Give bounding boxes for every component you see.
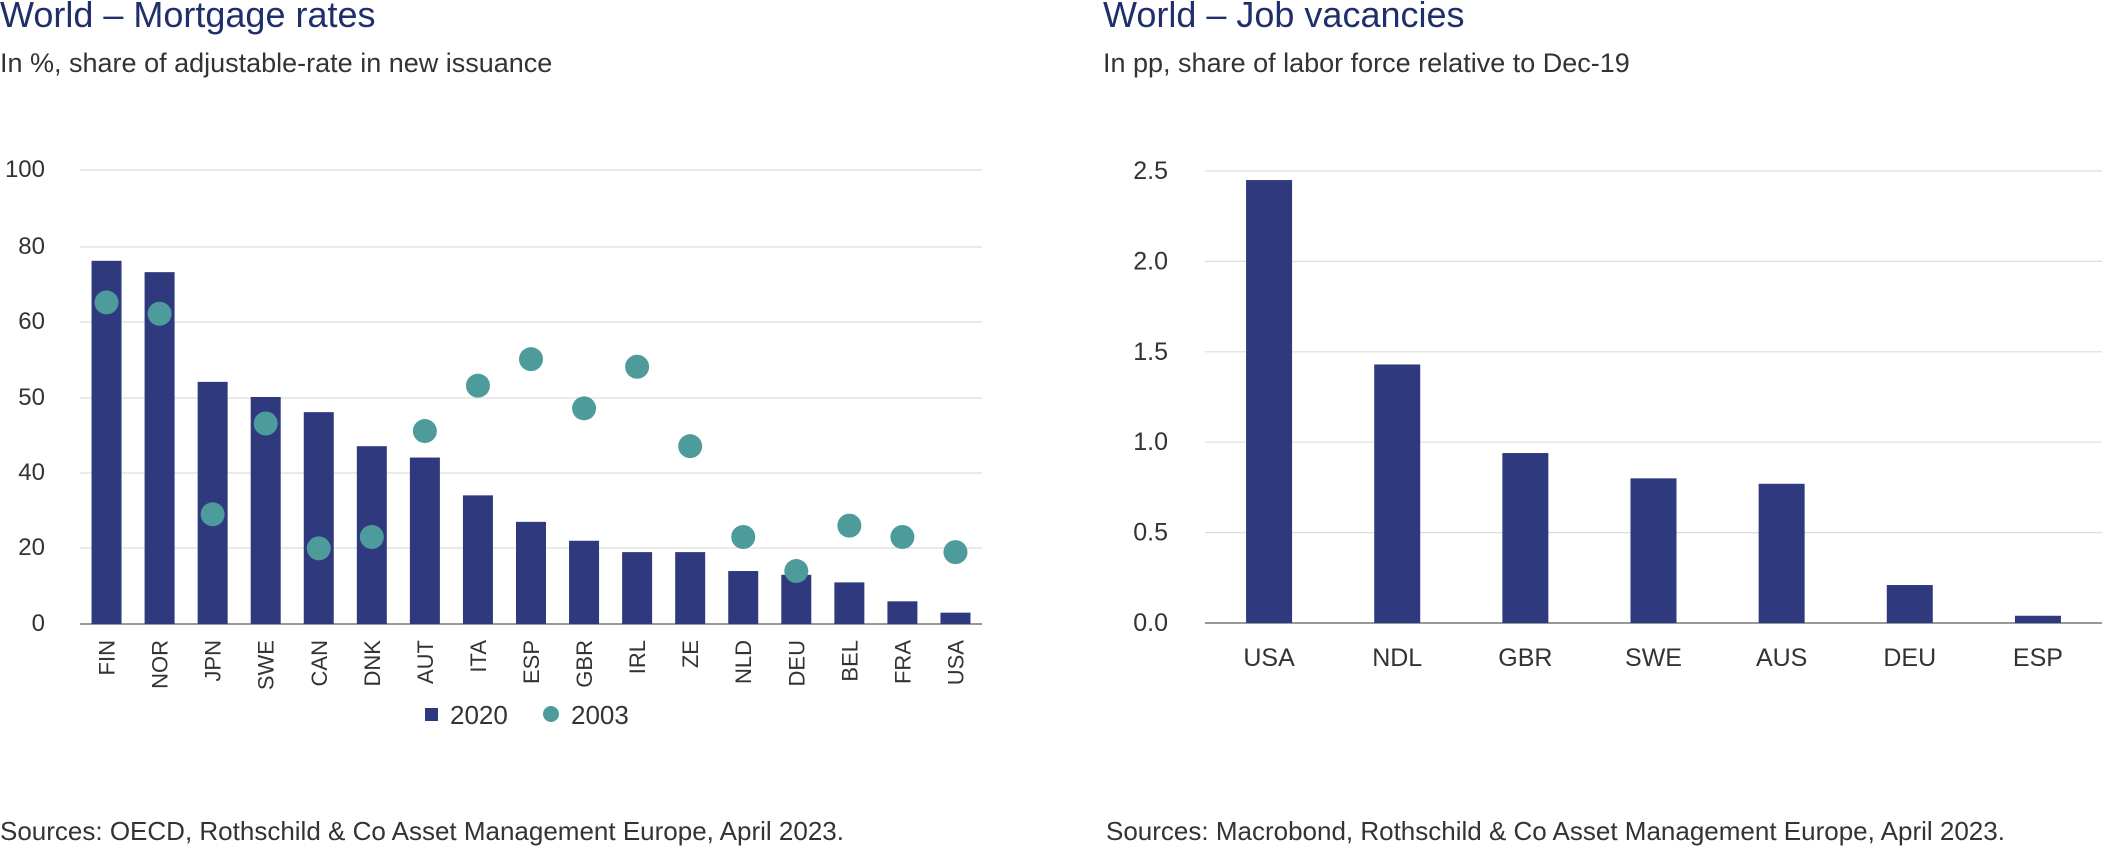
dot-2003	[519, 347, 543, 372]
bar-2020	[569, 540, 600, 624]
y-tick-label: 0.5	[1133, 519, 1168, 547]
y-tick-label: 100	[5, 156, 45, 183]
x-tick-label: ESP	[2013, 644, 2063, 672]
job-vacancies-chart: 0.0 0.5 1.0 1.5 2.0 2.5 USA NDL GBR SWE AUS DEU ESP	[1133, 157, 2102, 672]
x-tick-label: AUT	[413, 640, 438, 684]
dot-2003	[678, 434, 703, 459]
vacancy-bar	[1246, 180, 1293, 624]
dot-2003	[465, 373, 490, 398]
vacancy-bar	[1886, 585, 1933, 623]
dot-2003	[731, 524, 756, 549]
vacancies-chart-source: Sources: Macrobond, Rothschild & Co Asse…	[1106, 816, 2005, 846]
vacancy-bar	[1758, 483, 1805, 623]
x-tick-label: NOR	[148, 640, 173, 689]
x-tick-label: SWE	[1625, 644, 1682, 672]
dot-2003	[359, 524, 384, 549]
x-tick-label: FRA	[890, 640, 915, 684]
y-tick-label: 2.0	[1133, 247, 1168, 275]
x-tick-label: SWE	[254, 640, 279, 690]
legend-label-2003: 2003	[571, 700, 629, 730]
bar-2020	[728, 571, 759, 624]
y-tick-label: 80	[18, 233, 45, 260]
vacancy-bar	[1630, 478, 1677, 623]
mortgage-rates-chart: 0 20 40 50 60 80 100 FIN NOR JPN SWE CAN DNK AUT ITA ES…	[5, 156, 982, 730]
bar-2020	[91, 260, 122, 624]
dot-2003	[943, 540, 968, 565]
x-tick-label: ITA	[466, 640, 491, 673]
bar-2020	[303, 412, 334, 624]
x-tick-label: DNK	[360, 640, 385, 687]
mortgage-chart-subtitle: In %, share of adjustable-rate in new is…	[0, 48, 553, 78]
dot-2003	[837, 513, 862, 538]
bar-2020	[887, 601, 918, 624]
dot-2003	[306, 536, 331, 561]
dot-2003	[625, 354, 650, 379]
y-tick-label: 60	[18, 308, 45, 335]
x-tick-label: JPN	[201, 640, 226, 682]
x-tick-label: USA	[1243, 644, 1295, 672]
bar-2020	[675, 552, 706, 624]
bar-2020	[516, 521, 546, 624]
dot-2003	[200, 502, 225, 527]
x-tick-label: GBR	[572, 640, 597, 688]
mortgage-chart-source: Sources: OECD, Rothschild & Co Asset Man…	[0, 816, 844, 846]
x-tick-label: IRL	[625, 640, 650, 674]
bar-2020	[834, 582, 865, 624]
vacancy-bar	[1502, 453, 1549, 623]
dot-2003	[412, 419, 437, 444]
x-tick-label: DEU	[1883, 644, 1936, 672]
x-tick-label: NLD	[731, 640, 756, 684]
legend-label-2020: 2020	[450, 700, 508, 730]
x-tick-label: CAN	[307, 640, 332, 686]
bar-2020	[144, 272, 175, 624]
dot-2003	[784, 559, 809, 584]
x-tick-label: ZE	[678, 640, 703, 668]
bar-2020	[622, 552, 653, 624]
vacancy-bar	[1374, 364, 1421, 623]
dot-2003	[572, 396, 597, 421]
y-tick-label: 20	[18, 534, 45, 561]
x-tick-label: ESP	[519, 640, 544, 684]
y-tick-label: 50	[18, 384, 45, 411]
y-tick-label: 0.0	[1133, 609, 1168, 637]
y-tick-label: 2.5	[1133, 157, 1168, 185]
x-tick-label: FIN	[95, 640, 120, 675]
y-tick-label: 0	[32, 610, 45, 637]
x-tick-label: NDL	[1372, 644, 1422, 672]
bar-2020	[409, 457, 440, 624]
y-tick-label: 1.0	[1133, 428, 1168, 456]
x-tick-label: DEU	[784, 640, 809, 686]
y-tick-label: 40	[18, 459, 45, 486]
dot-2003	[890, 524, 915, 549]
x-tick-label: USA	[943, 640, 968, 686]
vacancy-bar	[2014, 615, 2061, 623]
mortgage-chart-title: World – Mortgage rates	[0, 0, 376, 35]
bar-2020	[462, 495, 493, 624]
dot-2003	[94, 290, 119, 315]
x-tick-label: BEL	[837, 640, 862, 682]
legend-swatch-2020	[425, 708, 438, 721]
vacancies-chart-subtitle: In pp, share of labor force relative to …	[1103, 48, 1630, 78]
vacancies-chart-title: World – Job vacancies	[1103, 0, 1465, 35]
y-tick-label: 1.5	[1133, 338, 1168, 366]
x-tick-label: AUS	[1756, 644, 1807, 672]
dot-2003	[253, 411, 278, 436]
bar-2020	[940, 612, 971, 624]
x-tick-label: GBR	[1498, 644, 1552, 672]
legend-swatch-2003	[543, 706, 559, 722]
dot-2003	[147, 301, 172, 326]
